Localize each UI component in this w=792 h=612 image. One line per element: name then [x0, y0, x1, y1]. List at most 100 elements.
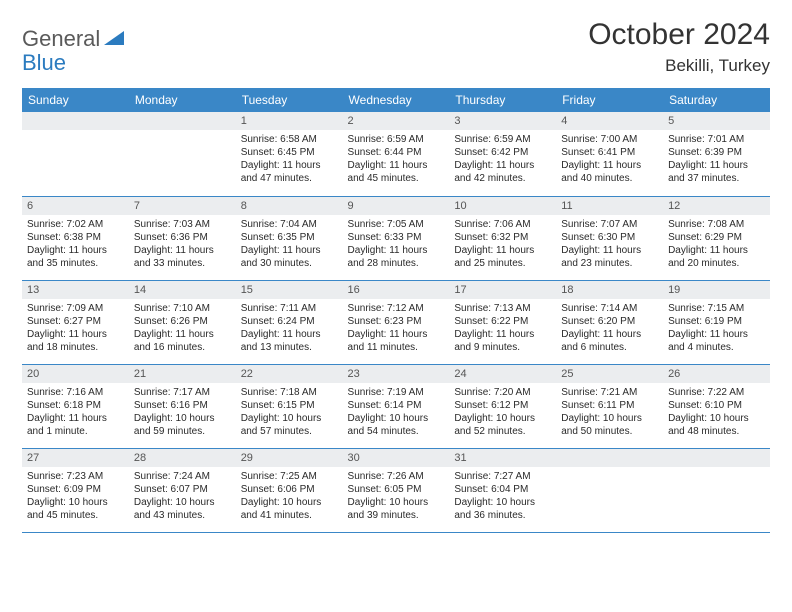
day-number: 11 — [556, 197, 663, 215]
day-line: Daylight: 10 hours — [348, 496, 445, 509]
day-content: Sunrise: 7:00 AMSunset: 6:41 PMDaylight:… — [556, 130, 663, 187]
day-content: Sunrise: 7:13 AMSunset: 6:22 PMDaylight:… — [449, 299, 556, 356]
logo-triangle-icon — [104, 31, 124, 47]
day-line: Daylight: 10 hours — [454, 496, 551, 509]
day-line: Sunrise: 7:07 AM — [561, 218, 658, 231]
calendar-week-row: 13Sunrise: 7:09 AMSunset: 6:27 PMDayligh… — [22, 280, 770, 364]
day-line: Sunset: 6:12 PM — [454, 399, 551, 412]
day-line: Daylight: 11 hours — [454, 159, 551, 172]
location-label: Bekilli, Turkey — [588, 56, 770, 76]
calendar-week-row: 20Sunrise: 7:16 AMSunset: 6:18 PMDayligh… — [22, 364, 770, 448]
title-block: October 2024 Bekilli, Turkey — [588, 18, 770, 76]
day-content: Sunrise: 7:01 AMSunset: 6:39 PMDaylight:… — [663, 130, 770, 187]
day-line: Sunset: 6:36 PM — [134, 231, 231, 244]
day-line: Sunrise: 7:19 AM — [348, 386, 445, 399]
day-line: and 30 minutes. — [241, 257, 338, 270]
day-line: and 39 minutes. — [348, 509, 445, 522]
day-line: Sunrise: 7:00 AM — [561, 133, 658, 146]
day-line: Sunset: 6:20 PM — [561, 315, 658, 328]
day-content: Sunrise: 7:17 AMSunset: 6:16 PMDaylight:… — [129, 383, 236, 440]
day-number: 6 — [22, 197, 129, 215]
day-content: Sunrise: 6:59 AMSunset: 6:44 PMDaylight:… — [343, 130, 450, 187]
day-line: and 13 minutes. — [241, 341, 338, 354]
day-number: 28 — [129, 449, 236, 467]
calendar-cell: 4Sunrise: 7:00 AMSunset: 6:41 PMDaylight… — [556, 112, 663, 196]
day-line: and 25 minutes. — [454, 257, 551, 270]
calendar-cell: 27Sunrise: 7:23 AMSunset: 6:09 PMDayligh… — [22, 448, 129, 532]
weekday-sun: Sunday — [22, 88, 129, 112]
day-line: Daylight: 11 hours — [348, 328, 445, 341]
day-number: 7 — [129, 197, 236, 215]
day-content: Sunrise: 7:10 AMSunset: 6:26 PMDaylight:… — [129, 299, 236, 356]
day-line: Sunrise: 6:59 AM — [348, 133, 445, 146]
day-number: 21 — [129, 365, 236, 383]
calendar-cell: 16Sunrise: 7:12 AMSunset: 6:23 PMDayligh… — [343, 280, 450, 364]
day-number: 22 — [236, 365, 343, 383]
day-line: and 33 minutes. — [134, 257, 231, 270]
day-content: Sunrise: 7:27 AMSunset: 6:04 PMDaylight:… — [449, 467, 556, 524]
day-content — [22, 130, 129, 135]
day-line: Sunset: 6:15 PM — [241, 399, 338, 412]
day-content: Sunrise: 7:12 AMSunset: 6:23 PMDaylight:… — [343, 299, 450, 356]
weekday-mon: Monday — [129, 88, 236, 112]
day-line: Sunset: 6:32 PM — [454, 231, 551, 244]
day-line: Daylight: 11 hours — [348, 244, 445, 257]
day-content: Sunrise: 7:23 AMSunset: 6:09 PMDaylight:… — [22, 467, 129, 524]
day-line: Daylight: 11 hours — [241, 244, 338, 257]
day-line: and 50 minutes. — [561, 425, 658, 438]
day-line: Daylight: 11 hours — [668, 244, 765, 257]
day-line: Daylight: 11 hours — [27, 328, 124, 341]
calendar-cell: 24Sunrise: 7:20 AMSunset: 6:12 PMDayligh… — [449, 364, 556, 448]
day-line: Sunrise: 7:16 AM — [27, 386, 124, 399]
day-number: 23 — [343, 365, 450, 383]
day-number: 4 — [556, 112, 663, 130]
day-line: and 28 minutes. — [348, 257, 445, 270]
day-line: and 35 minutes. — [27, 257, 124, 270]
calendar-cell: 15Sunrise: 7:11 AMSunset: 6:24 PMDayligh… — [236, 280, 343, 364]
day-line: Sunset: 6:24 PM — [241, 315, 338, 328]
day-number: 30 — [343, 449, 450, 467]
day-line: Sunrise: 7:27 AM — [454, 470, 551, 483]
day-line: Sunrise: 6:58 AM — [241, 133, 338, 146]
day-content: Sunrise: 7:15 AMSunset: 6:19 PMDaylight:… — [663, 299, 770, 356]
calendar-cell: 20Sunrise: 7:16 AMSunset: 6:18 PMDayligh… — [22, 364, 129, 448]
day-line: Sunset: 6:35 PM — [241, 231, 338, 244]
day-line: Sunset: 6:19 PM — [668, 315, 765, 328]
calendar-cell: 26Sunrise: 7:22 AMSunset: 6:10 PMDayligh… — [663, 364, 770, 448]
day-line: Sunrise: 7:06 AM — [454, 218, 551, 231]
day-line: and 37 minutes. — [668, 172, 765, 185]
day-number: 27 — [22, 449, 129, 467]
day-line: Sunrise: 7:04 AM — [241, 218, 338, 231]
day-line: and 57 minutes. — [241, 425, 338, 438]
calendar-week-row: 27Sunrise: 7:23 AMSunset: 6:09 PMDayligh… — [22, 448, 770, 532]
day-line: Daylight: 11 hours — [348, 159, 445, 172]
logo-text-blue: Blue — [22, 50, 66, 76]
calendar-cell: 8Sunrise: 7:04 AMSunset: 6:35 PMDaylight… — [236, 196, 343, 280]
calendar-cell: 11Sunrise: 7:07 AMSunset: 6:30 PMDayligh… — [556, 196, 663, 280]
calendar-cell — [556, 448, 663, 532]
day-line: and 59 minutes. — [134, 425, 231, 438]
day-line: Sunset: 6:41 PM — [561, 146, 658, 159]
day-number: 15 — [236, 281, 343, 299]
day-line: and 11 minutes. — [348, 341, 445, 354]
calendar-cell: 5Sunrise: 7:01 AMSunset: 6:39 PMDaylight… — [663, 112, 770, 196]
weekday-thu: Thursday — [449, 88, 556, 112]
day-line: and 52 minutes. — [454, 425, 551, 438]
day-content: Sunrise: 7:25 AMSunset: 6:06 PMDaylight:… — [236, 467, 343, 524]
day-content: Sunrise: 7:19 AMSunset: 6:14 PMDaylight:… — [343, 383, 450, 440]
day-content: Sunrise: 7:21 AMSunset: 6:11 PMDaylight:… — [556, 383, 663, 440]
day-line: Sunrise: 7:03 AM — [134, 218, 231, 231]
day-line: Daylight: 11 hours — [27, 244, 124, 257]
day-line: Sunrise: 7:01 AM — [668, 133, 765, 146]
day-line: Daylight: 10 hours — [241, 412, 338, 425]
day-line: and 47 minutes. — [241, 172, 338, 185]
day-content: Sunrise: 7:26 AMSunset: 6:05 PMDaylight:… — [343, 467, 450, 524]
calendar-cell: 7Sunrise: 7:03 AMSunset: 6:36 PMDaylight… — [129, 196, 236, 280]
calendar-cell: 2Sunrise: 6:59 AMSunset: 6:44 PMDaylight… — [343, 112, 450, 196]
calendar-cell: 30Sunrise: 7:26 AMSunset: 6:05 PMDayligh… — [343, 448, 450, 532]
header: General October 2024 Bekilli, Turkey — [22, 18, 770, 76]
day-content: Sunrise: 7:20 AMSunset: 6:12 PMDaylight:… — [449, 383, 556, 440]
day-line: Sunset: 6:27 PM — [27, 315, 124, 328]
day-content: Sunrise: 7:11 AMSunset: 6:24 PMDaylight:… — [236, 299, 343, 356]
day-content: Sunrise: 6:58 AMSunset: 6:45 PMDaylight:… — [236, 130, 343, 187]
